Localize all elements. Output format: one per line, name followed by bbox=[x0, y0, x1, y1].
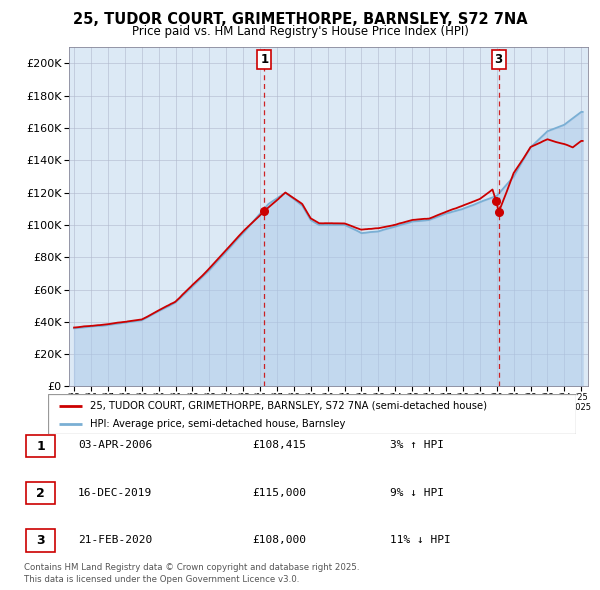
Text: 2: 2 bbox=[36, 487, 45, 500]
Text: 03-APR-2006: 03-APR-2006 bbox=[78, 441, 152, 450]
Text: 16-DEC-2019: 16-DEC-2019 bbox=[78, 488, 152, 497]
Text: HPI: Average price, semi-detached house, Barnsley: HPI: Average price, semi-detached house,… bbox=[90, 419, 346, 428]
Text: 1: 1 bbox=[260, 53, 268, 65]
Text: 1: 1 bbox=[36, 440, 45, 453]
Text: 21-FEB-2020: 21-FEB-2020 bbox=[78, 535, 152, 545]
Text: 9% ↓ HPI: 9% ↓ HPI bbox=[390, 488, 444, 497]
Text: £108,415: £108,415 bbox=[252, 441, 306, 450]
Text: 11% ↓ HPI: 11% ↓ HPI bbox=[390, 535, 451, 545]
Text: 25, TUDOR COURT, GRIMETHORPE, BARNSLEY, S72 7NA: 25, TUDOR COURT, GRIMETHORPE, BARNSLEY, … bbox=[73, 12, 527, 27]
Text: Contains HM Land Registry data © Crown copyright and database right 2025.
This d: Contains HM Land Registry data © Crown c… bbox=[24, 563, 359, 584]
Text: 3: 3 bbox=[36, 534, 45, 547]
Text: £115,000: £115,000 bbox=[252, 488, 306, 497]
Text: £108,000: £108,000 bbox=[252, 535, 306, 545]
Text: 3% ↑ HPI: 3% ↑ HPI bbox=[390, 441, 444, 450]
Text: Price paid vs. HM Land Registry's House Price Index (HPI): Price paid vs. HM Land Registry's House … bbox=[131, 25, 469, 38]
Text: 25, TUDOR COURT, GRIMETHORPE, BARNSLEY, S72 7NA (semi-detached house): 25, TUDOR COURT, GRIMETHORPE, BARNSLEY, … bbox=[90, 401, 487, 411]
Text: 3: 3 bbox=[494, 53, 503, 65]
